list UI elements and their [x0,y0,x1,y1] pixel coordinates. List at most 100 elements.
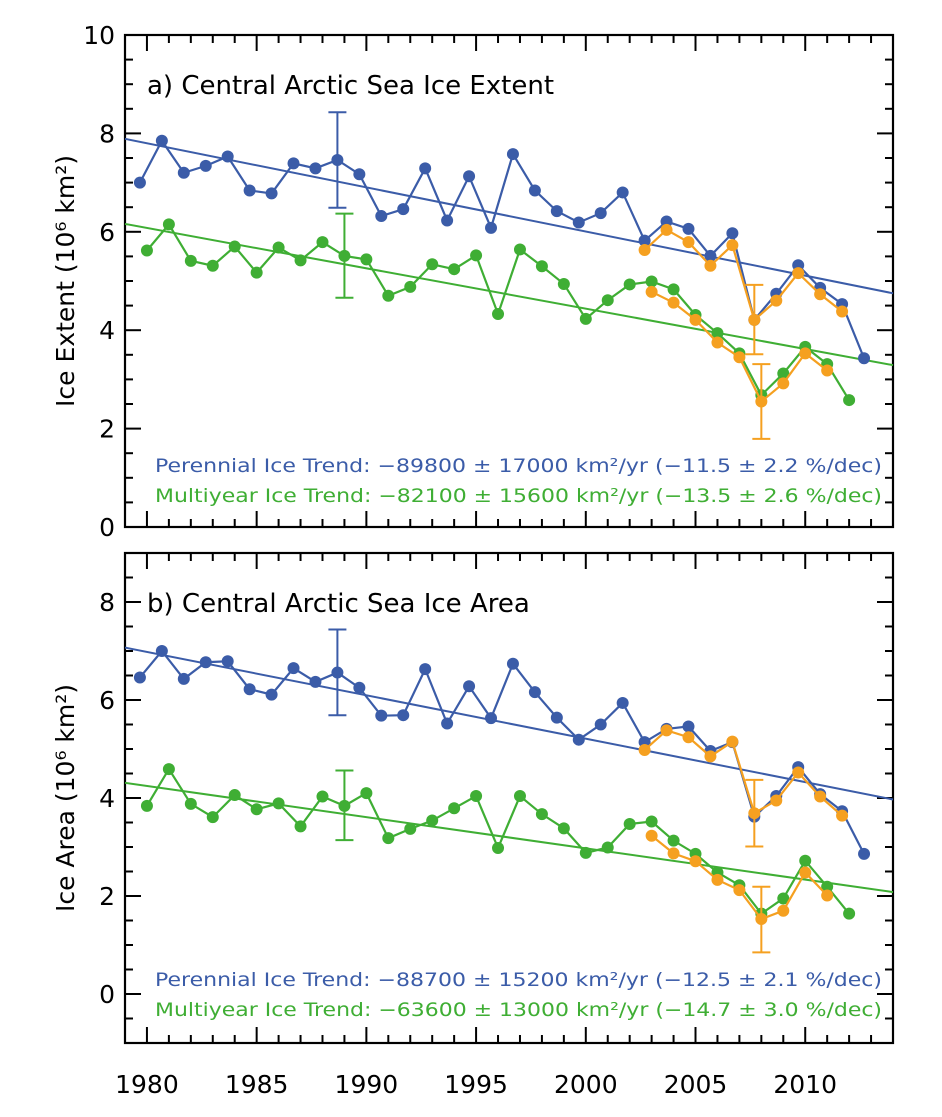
data-point [645,275,658,288]
data-point [726,735,739,748]
data-point [777,904,790,917]
data-point [623,817,636,830]
data-point [601,841,614,854]
data-point [155,645,168,657]
data-point [441,214,454,227]
panel-extent: a) Central Arctic Sea Ice Extent Ice Ext… [51,21,895,542]
panel-title: b) Central Arctic Sea Ice Area [147,589,530,619]
y-tick-label: 6 [99,218,115,247]
y-tick-label: 4 [99,784,115,813]
data-point [843,907,856,920]
data-point [272,241,285,254]
data-point [689,313,702,326]
series-line [643,228,843,322]
data-point [579,846,592,859]
multiyear-trend-annotation: Multiyear Ice Trend: −82100 ± 15600 km²/… [155,485,882,507]
multiyear-trend-annotation: Multiyear Ice Trend: −63600 ± 13000 km²/… [155,999,882,1021]
data-point [711,327,724,340]
data-point [177,672,190,685]
data-point [463,170,476,183]
data-point [792,267,805,280]
data-point [689,855,702,868]
trend-line [124,137,894,295]
data-point [814,790,827,803]
data-point [513,790,526,803]
y-tick-label: 2 [99,882,115,911]
error-bar [335,769,354,842]
data-point [485,712,498,725]
data-point [682,720,695,733]
data-point [426,258,439,271]
data-point [528,686,541,699]
data-point [572,216,585,229]
data-point [316,790,329,803]
data-point [601,294,614,307]
data-point [682,222,695,235]
x-tick-label: 2005 [664,1070,728,1099]
data-point [309,162,322,175]
data-point [550,205,563,218]
data-point [265,688,278,701]
data-point [419,162,432,175]
data-point [777,377,790,390]
data-point [397,203,410,216]
data-point [572,733,585,746]
data-point [704,750,717,763]
data-point [353,168,366,181]
trend-line [124,646,894,801]
trend-line [124,222,894,367]
y-tick-label: 2 [99,415,115,444]
y-tick-label: 0 [99,980,115,1009]
series-line [138,138,866,359]
data-point [550,711,563,724]
data-point [316,236,329,249]
perennial-trend-annotation: Perennial Ice Trend: −89800 ± 17000 km²/… [155,455,882,477]
y-axis-label: Ice Extent (10⁶ km²) [51,155,80,407]
data-point [726,227,739,240]
data-point [821,364,834,377]
data-point [206,259,219,272]
x-tick-label: 2010 [773,1070,837,1099]
data-point [287,662,300,675]
data-point [353,681,366,694]
error-bar [752,363,771,440]
data-point [528,184,541,197]
y-tick-label: 6 [99,686,115,715]
y-axis-label: Ice Area (10⁶ km²) [51,684,80,912]
data-point [616,186,629,199]
y-tick-label: 4 [99,316,115,345]
data-point [660,223,673,236]
data-point [777,367,790,380]
data-point [177,166,190,179]
data-point [382,289,395,302]
data-point [272,797,285,810]
data-point [506,657,519,670]
data-point [426,814,439,827]
data-point [704,259,717,272]
data-point [397,709,410,722]
data-point [184,797,197,810]
data-point [419,663,432,676]
x-tick-label: 1985 [225,1070,289,1099]
data-point [162,218,175,231]
data-point [799,347,812,360]
series-line [139,649,866,855]
y-tick-label: 8 [99,588,115,617]
data-point [858,352,871,365]
x-tick-label: 2000 [554,1070,618,1099]
data-point [404,280,417,293]
data-point [733,351,746,364]
data-point [770,794,783,807]
data-point [155,134,168,147]
data-point [463,680,476,693]
data-point [133,671,146,684]
panel-area: b) Central Arctic Sea Ice Area Ice Area … [51,551,895,1099]
data-point [287,157,300,170]
data-point [770,294,783,307]
data-point [221,150,234,163]
data-point [667,283,680,296]
data-point [360,787,373,800]
panel-title: a) Central Arctic Sea Ice Extent [147,71,554,101]
data-point [799,866,812,879]
